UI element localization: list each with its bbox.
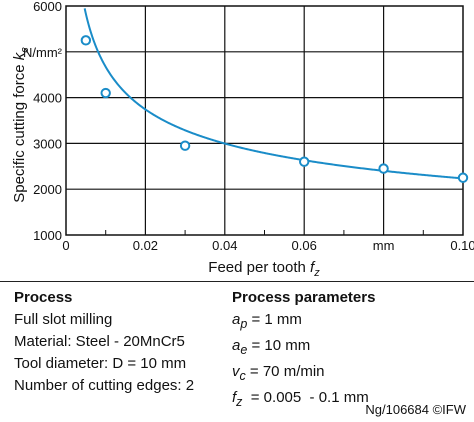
section-divider <box>0 281 474 282</box>
x-tick-label: mm <box>373 238 395 253</box>
process-heading: Process <box>14 289 73 306</box>
y-tick-label: 6000 <box>33 0 62 14</box>
figure-credit: Ng/106684 ©IFW <box>365 402 466 417</box>
data-point <box>457 172 469 183</box>
param-fz: fz = 0.005 - 0.1 mm <box>232 389 369 409</box>
x-tick-labels: 0 0.02 0.04 0.06 mm 0.10 <box>62 238 474 253</box>
data-points <box>80 35 469 183</box>
data-point <box>80 35 92 46</box>
data-point <box>299 156 310 167</box>
y-axis-title: Specific cutting force kc <box>11 47 31 203</box>
y-tick-label: 4000 <box>33 91 62 106</box>
y-tick-label: 3000 <box>33 136 62 151</box>
process-section: Process Full slot milling Material: Stee… <box>14 287 194 397</box>
process-line-3: Tool diameter: D = 10 mm <box>14 355 187 372</box>
y-tick-label: 1000 <box>33 228 62 243</box>
param-vc: vc = 70 m/min <box>232 363 325 383</box>
param-ae: ae = 10 mm <box>232 337 311 357</box>
x-tick-label: 0.06 <box>292 238 317 253</box>
plot-frame <box>65 5 464 236</box>
y-tick-label: 2000 <box>33 182 62 197</box>
chart-grid <box>65 5 464 236</box>
fit-curve <box>83 8 464 180</box>
x-tick-label: 0 <box>62 238 69 253</box>
parameters-heading: Process parameters <box>232 289 376 306</box>
data-point <box>378 163 389 174</box>
x-axis-title: Feed per tooth fz <box>208 259 320 279</box>
param-ap: ap = 1 mm <box>232 311 302 331</box>
y-unit-label: N/mm² <box>23 45 63 60</box>
process-line-2: Material: Steel - 20MnCr5 <box>14 333 185 350</box>
parameters-section: Process parameters ap = 1 mm ae = 10 mm … <box>232 287 375 413</box>
x-tick-label: 0.04 <box>212 238 237 253</box>
process-line-1: Full slot milling <box>14 311 113 328</box>
data-point <box>179 140 191 151</box>
y-tick-labels: 100020003000400050006000 <box>33 0 62 243</box>
process-line-4: Number of cutting edges: 2 <box>14 377 195 394</box>
data-point <box>100 87 111 99</box>
x-tick-label: 0.10 <box>450 238 474 253</box>
x-tick-label: 0.02 <box>133 238 158 253</box>
